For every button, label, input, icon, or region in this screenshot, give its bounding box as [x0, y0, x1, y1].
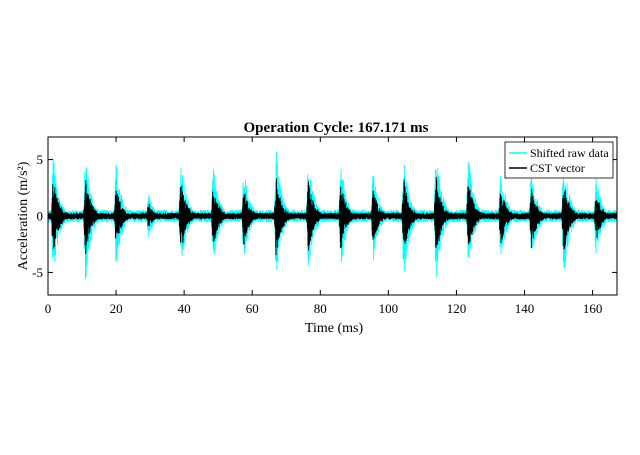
y-tick-label: 0: [37, 209, 44, 224]
x-tick-label: 120: [447, 301, 467, 316]
x-tick-label: 80: [314, 301, 327, 316]
x-tick-label: 160: [583, 301, 603, 316]
legend-label: CST vector: [530, 161, 585, 175]
legend-box: [504, 141, 614, 179]
y-axis-label: Acceleration (m/s²): [16, 161, 31, 270]
x-axis-label: Time (ms): [305, 321, 364, 336]
x-tick-label: 60: [246, 301, 259, 316]
x-tick-label: 20: [110, 301, 123, 316]
series-cst-vector-line: [47, 176, 618, 256]
y-tick-label: -5: [32, 265, 43, 280]
x-tick-label: 140: [515, 301, 535, 316]
legend-label: Shifted raw data: [530, 146, 609, 160]
x-tick-label: 40: [178, 301, 191, 316]
chart-title: Operation Cycle: 167.171 ms: [244, 120, 429, 136]
x-tick-label: 0: [45, 301, 52, 316]
x-tick-label: 100: [379, 301, 399, 316]
y-tick-label: 5: [37, 152, 44, 167]
